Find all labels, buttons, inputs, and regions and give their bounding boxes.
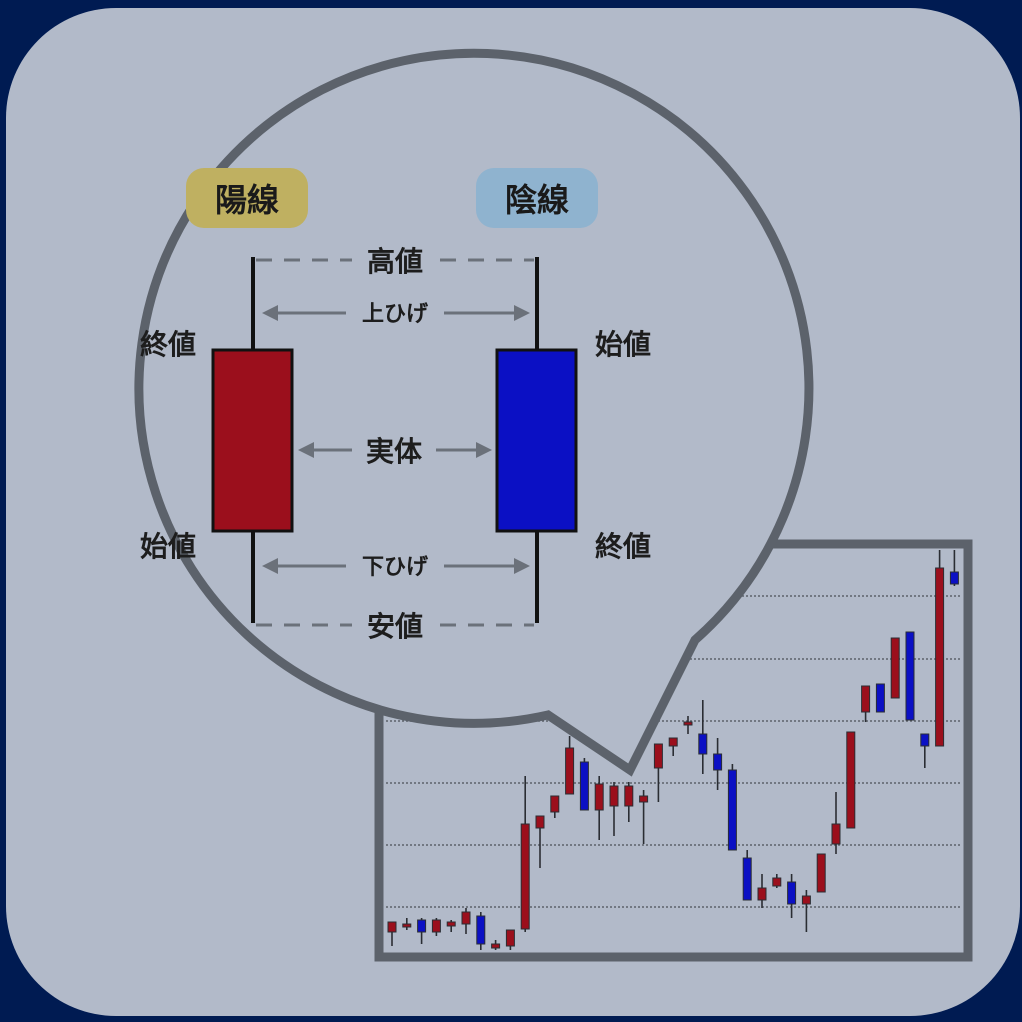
chart-candle-bullish (594, 783, 604, 811)
chart-candle-bearish (727, 769, 737, 851)
chart-candle-bullish (861, 685, 871, 713)
bearish-candle-body (495, 348, 578, 533)
chart-candle-bearish (476, 915, 486, 945)
high-label: 高値 (367, 245, 423, 278)
bearish-close-label: 終値 (595, 530, 651, 563)
chart-candle-bullish (668, 737, 678, 747)
chart-candle-bearish (742, 857, 752, 901)
chart-candle-bearish (787, 881, 797, 905)
chart-candle-bullish (890, 637, 900, 699)
speech-bubble (134, 48, 814, 777)
chart-candle-bearish (417, 919, 427, 933)
chart-candle-bullish (624, 785, 634, 807)
bearish-tag (476, 168, 598, 228)
bullish-tag-label: 陽線 (215, 181, 279, 219)
chart-candle-bullish (431, 919, 441, 933)
chart-candle-bullish (801, 895, 811, 905)
chart-candle-bullish (520, 823, 530, 930)
chart-candle-bullish (639, 795, 649, 803)
chart-candle-bullish (653, 743, 663, 769)
upper-shadow-label: 上ひげ (362, 302, 429, 327)
bullish-candle-body (211, 348, 294, 533)
low-label: 安値 (367, 610, 423, 643)
chart-candle-bullish (402, 923, 412, 928)
chart-candle-bullish (550, 795, 560, 813)
bearish-open-label: 始値 (595, 328, 651, 361)
chart-candle-bullish (461, 911, 471, 925)
chart-candle-bearish (920, 733, 930, 747)
chart-candle-bearish (905, 631, 915, 721)
bullish-close-label: 終値 (140, 328, 196, 361)
chart-candle-bullish (565, 747, 575, 795)
chart-candle-bullish (535, 815, 545, 829)
bullish-open-label: 始値 (140, 530, 196, 563)
chart-candle-bullish (846, 731, 856, 829)
chart-candle-bullish (935, 567, 945, 747)
chart-candle-bullish (816, 853, 826, 893)
chart-candle-bullish (831, 823, 841, 845)
upper-shadow-arrow (262, 305, 530, 321)
lower-shadow-label: 下ひげ (362, 555, 429, 580)
chart-candle-bullish (491, 943, 501, 949)
chart-candle-bullish (683, 721, 693, 726)
chart-candle-bearish (713, 753, 723, 771)
chart-candle-bullish (446, 921, 456, 927)
bearish-tag-label: 陰線 (505, 181, 569, 219)
bullish-tag (186, 168, 308, 228)
body-arrow (298, 442, 492, 458)
chart-candle-bearish (949, 571, 959, 585)
price-chart-candles (387, 550, 959, 950)
chart-candle-bullish (609, 785, 619, 807)
chart-candle-bearish (698, 733, 708, 755)
body-label: 実体 (366, 435, 423, 468)
chart-candle-bearish (875, 683, 885, 713)
chart-candle-bullish (757, 887, 767, 901)
chart-candle-bullish (772, 877, 782, 887)
chart-candle-bullish (505, 929, 515, 947)
chart-candle-bullish (387, 921, 397, 933)
chart-candle-bearish (579, 761, 589, 811)
lower-shadow-arrow (262, 558, 530, 574)
